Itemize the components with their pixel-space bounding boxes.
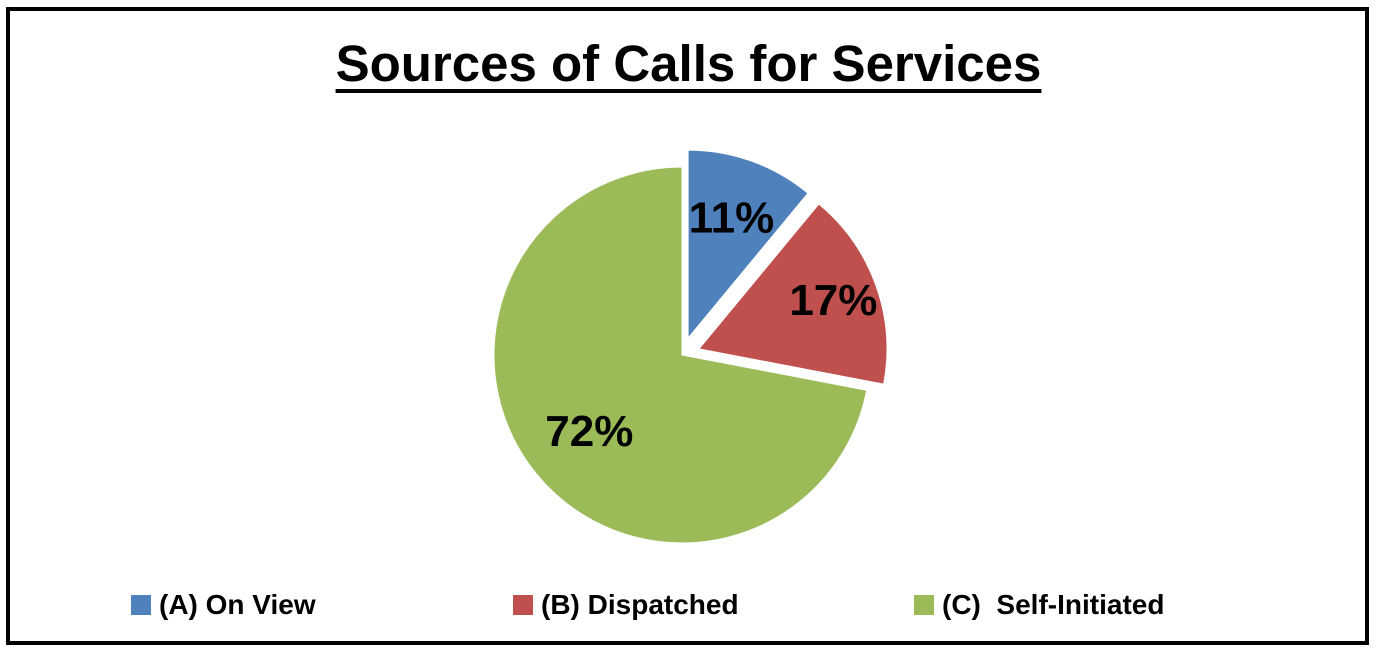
legend-swatch-dispatched [513,595,533,615]
data-label-self-initiated: 72% [545,407,633,456]
pie-slice-self-initiated [493,166,868,544]
data-label-on-view: 11% [689,193,775,242]
chart-title: Sources of Calls for Services [335,35,1042,92]
data-label-dispatched: 17% [789,276,877,325]
legend-label-self-initiated: (C) Self-Initiated [942,589,1165,620]
pie-slice-dispatched [698,203,888,385]
legend: (A) On View (B) Dispatched (C) Self-Init… [0,585,1377,625]
legend-item-on-view: (A) On View [131,585,316,625]
legend-item-self-initiated: (C) Self-Initiated [914,585,1164,625]
legend-swatch-self-initiated [914,595,934,615]
legend-label-on-view: (A) On View [159,589,316,620]
legend-swatch-on-view [131,595,151,615]
legend-item-dispatched: (B) Dispatched [513,585,739,625]
pie-slice-on-view [687,149,809,340]
legend-label-dispatched: (B) Dispatched [541,589,739,620]
